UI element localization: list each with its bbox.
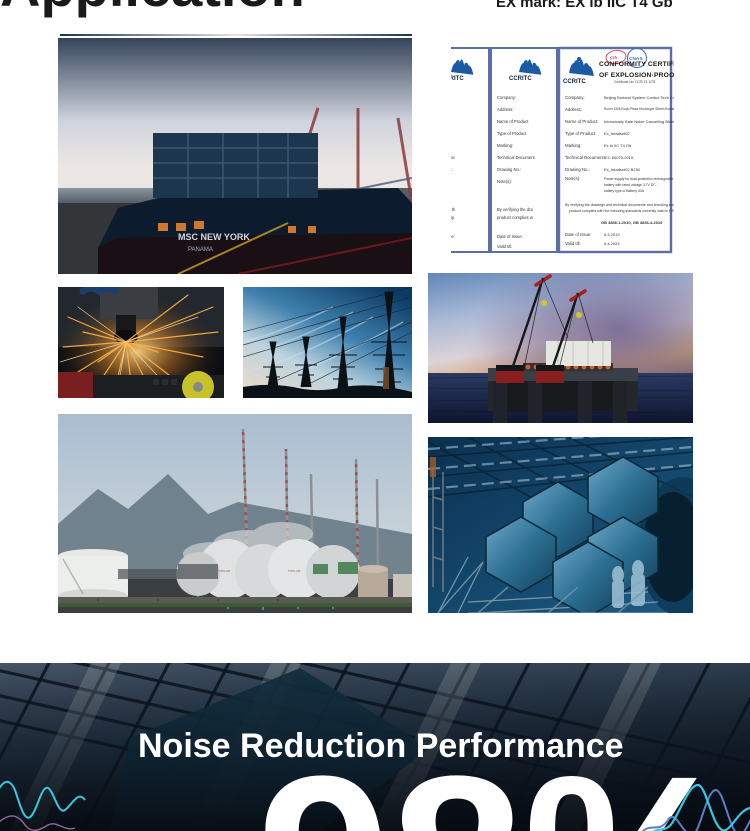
svg-text:Date of Issue:: Date of Issue: [451,234,455,239]
svg-text:Technical Document:: Technical Document: [565,155,605,160]
svg-text:Date of Issue:: Date of Issue: [565,232,592,237]
svg-text:Name of Product: Name of Product [497,119,529,124]
svg-text:battery type:Li Battery 40A: battery type:Li Battery 40A [604,189,645,193]
svg-text:Intrinsically Safe Noise Cance: Intrinsically Safe Noise Cancelling Blue… [604,119,674,124]
svg-text:Company:: Company: [565,95,585,100]
svg-text:Address:: Address: [497,107,514,112]
svg-text:MSC NEW YORK: MSC NEW YORK [178,232,250,242]
svg-text:CONFORMITY CERTIFICATE: CONFORMITY CERTIFICATE [599,61,674,68]
svg-text:Drawing No.:: Drawing No.: [451,167,453,172]
svg-text:Beijing Borland System Control: Beijing Borland System Control Tech Co.,… [604,95,674,100]
svg-text:Type of Product: Type of Product [497,131,527,136]
svg-text:product complies with the foll: product complies with the following stan… [569,209,674,213]
svg-text:Valid till:: Valid till: [497,244,512,249]
svg-text:TOPLUB: TOPLUB [218,569,230,573]
svg-text:TOPLUB: TOPLUB [288,569,300,573]
svg-text:6.4.2024: 6.4.2024 [604,241,620,246]
svg-text:Technical Document: Technical Document [497,155,536,160]
svg-text:Certificate No: CCRI 19.1278: Certificate No: CCRI 19.1278 [614,80,656,84]
svg-text:By verifying th: By verifying th [451,207,456,212]
svg-text:OF EXPLOSION·PROOF: OF EXPLOSION·PROOF [599,72,674,79]
svg-text:Technical Doc: Technical Doc [451,155,455,160]
svg-text:Drawing No.:: Drawing No.: [565,167,590,172]
svg-text:By verifying the drawings and: By verifying the drawings and technical … [565,203,674,207]
svg-text:battery with rated voltage 3.7: battery with rated voltage 3.7V DC, [604,183,657,187]
svg-text:product complies w: product complies w [497,215,534,220]
svg-text:PANAMA: PANAMA [188,247,213,253]
svg-text:6.3.2019: 6.3.2019 [604,232,620,237]
svg-text:Valid till:: Valid till: [565,241,581,246]
svg-text:Date of Issue:: Date of Issue: [497,234,523,239]
svg-text:Drawing No.:: Drawing No.: [497,167,521,172]
svg-text:Marking:: Marking: [497,143,513,148]
svg-text:Ex ib IIC T4 Gb: Ex ib IIC T4 Gb [604,143,632,148]
svg-text:GB 3836.1-2010, GB 3836.4-201: GB 3836.1-2010, GB 3836.4-2010 [601,220,663,225]
svg-text:IEC 60079-2019: IEC 60079-2019 [604,155,634,160]
svg-text:Marking:: Marking: [565,143,581,148]
svg-text:Room 1305,Fuqiu Plaza Huolongz: Room 1305,Fuqiu Plaza Huolongze Street,F… [604,107,674,111]
svg-text:Ex_headset02 B250: Ex_headset02 B250 [604,167,641,172]
svg-text:Ex_headset02: Ex_headset02 [604,131,630,136]
svg-text:Note(s):: Note(s): [565,176,580,181]
svg-text:CCRITC: CCRITC [509,76,532,82]
svg-text:Company:: Company: [497,95,516,100]
svg-text:CCRITC: CCRITC [451,76,464,82]
svg-text:Note(s):: Note(s): [497,179,512,184]
svg-text:Address:: Address: [565,107,582,112]
svg-text:Type of Product:: Type of Product: [565,131,596,136]
svg-text:Power supply for dual-protecti: Power supply for dual-protection recharg… [604,177,674,181]
svg-text:By verifying the dra: By verifying the dra [497,207,534,212]
svg-text:Name of Product:: Name of Product: [565,119,598,124]
svg-text:CCRITC: CCRITC [563,79,586,85]
